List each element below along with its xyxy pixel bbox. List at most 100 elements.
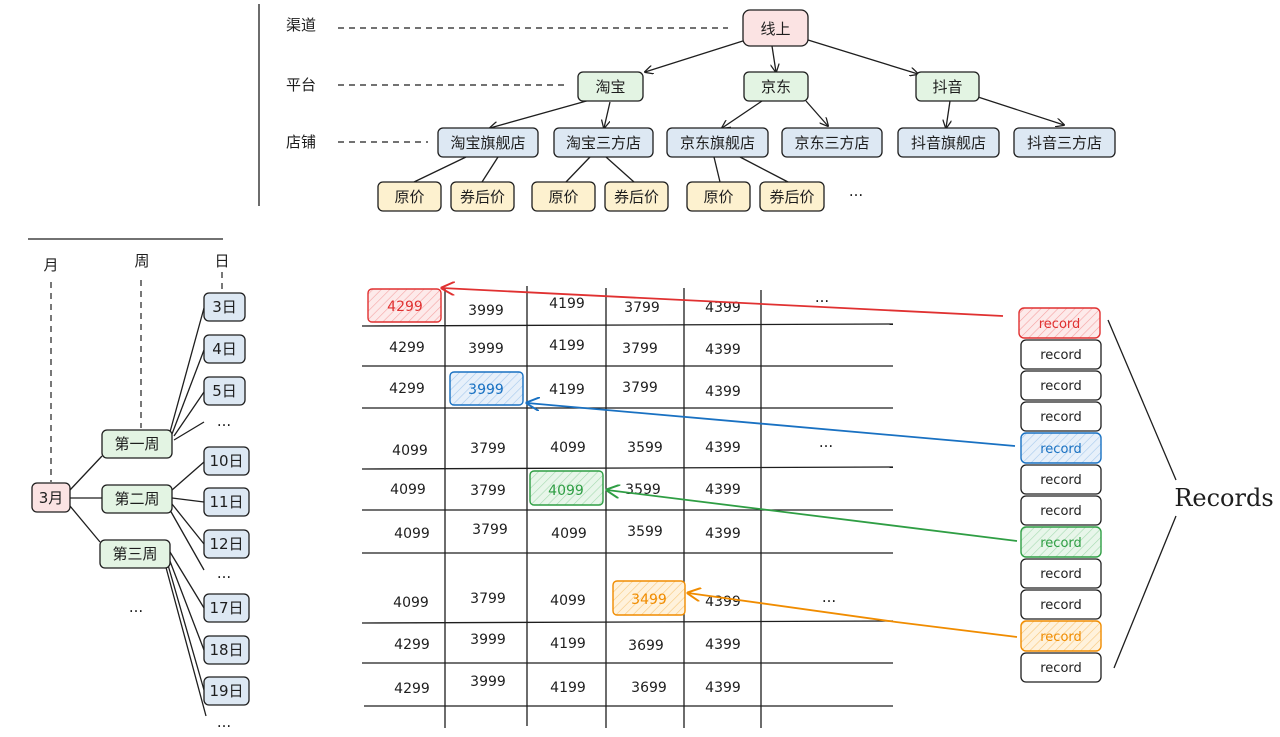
- grid-cell: 4199: [549, 338, 585, 354]
- record-label: record: [1040, 567, 1082, 582]
- record-item: record: [1020, 339, 1102, 370]
- grid-hline: [361, 466, 894, 470]
- node-store: 京东三方店: [781, 127, 883, 158]
- edge-taobao-store2: [604, 101, 611, 128]
- grid-cell: 4299: [389, 340, 425, 356]
- records-bracket: [1113, 515, 1177, 669]
- record-item: record: [1020, 464, 1102, 495]
- grid-cell: 3799: [622, 341, 658, 357]
- node-price-label: 券后价: [614, 188, 659, 206]
- node-day-label: 5日: [212, 382, 237, 400]
- node-day: 12日: [203, 529, 250, 559]
- grid-cell: 3799: [470, 441, 506, 457]
- node-month-label: 3月: [39, 489, 64, 507]
- highlight-cell-blue: [449, 371, 524, 406]
- node-day-label: 4日: [212, 340, 237, 358]
- ellipsis-week2: ...: [217, 564, 231, 582]
- grid-cell: 3799: [470, 591, 506, 607]
- grid-cell: 3799: [470, 483, 506, 499]
- node-price-label: 券后价: [769, 188, 814, 206]
- arrow-orange: [688, 593, 1018, 638]
- edge-root-taobao: [645, 39, 747, 72]
- node-price: 券后价: [759, 181, 825, 212]
- node-store-label: 淘宝旗舰店: [450, 134, 525, 152]
- record-label: record: [1040, 348, 1082, 363]
- edge-week3-day: [169, 551, 205, 609]
- edge-store1-price1: [413, 156, 467, 183]
- edge-month-week1: [69, 455, 103, 491]
- grid-cell: 4099: [390, 482, 426, 498]
- grid-cell: 3999: [468, 341, 504, 357]
- node-month: 3月: [31, 482, 71, 513]
- edge-jd-store1: [722, 100, 763, 128]
- grid-hline: [361, 620, 894, 624]
- grid-cell: 3999: [470, 674, 506, 690]
- grid-cell: 4099: [550, 593, 586, 609]
- node-price-label: 原价: [703, 188, 733, 206]
- ellipsis-more-weeks: ...: [129, 598, 143, 616]
- node-week: 第一周: [101, 429, 173, 459]
- node-store-label: 淘宝三方店: [566, 134, 641, 152]
- record-item: record: [1020, 558, 1102, 589]
- node-day-label: 3日: [212, 298, 237, 316]
- record-label: record: [1040, 630, 1082, 645]
- node-store: 京东旗舰店: [666, 127, 769, 158]
- record-mapping-arrows: [442, 288, 1018, 638]
- node-price: 原价: [377, 181, 442, 212]
- node-root-online: 线上: [742, 9, 809, 47]
- record-label: record: [1040, 661, 1082, 676]
- record-label: record: [1040, 442, 1082, 457]
- level-label-store: 店铺: [286, 133, 316, 151]
- record-label: record: [1040, 598, 1082, 613]
- record-item: record: [1020, 401, 1102, 432]
- level-label-day: 日: [214, 252, 229, 270]
- node-day-label: 10日: [209, 452, 243, 470]
- grid-cell: 4299: [389, 381, 425, 397]
- edge-week1-day: [173, 391, 205, 437]
- node-day-label: 18日: [209, 641, 243, 659]
- node-price-label: 券后价: [460, 188, 505, 206]
- grid-cell: 4399: [705, 440, 741, 456]
- record-item: record: [1020, 620, 1102, 652]
- edge-root-douyin: [807, 39, 918, 74]
- record-item: record: [1018, 307, 1101, 339]
- grid-cell: 3599: [627, 440, 663, 456]
- edge-week1-day: [171, 349, 205, 435]
- node-day: 4日: [203, 334, 246, 364]
- arrow-blue: [527, 403, 1016, 447]
- grid-cell: 4099: [551, 526, 587, 542]
- node-week-label: 第一周: [114, 435, 159, 453]
- node-day: 17日: [203, 593, 250, 623]
- grid-more-ellipsis: ...: [822, 588, 836, 606]
- time-tree: 月 周 日 3月 第一周 第二周: [28, 238, 250, 731]
- edge-jd-store2: [805, 100, 828, 126]
- record-label: record: [1040, 379, 1082, 394]
- edge-store2-price4: [605, 156, 635, 183]
- edge-month-week3: [69, 505, 101, 543]
- grid-more-ellipsis: ...: [815, 288, 829, 306]
- record-item: record: [1020, 370, 1102, 401]
- node-day: 19日: [203, 676, 250, 706]
- edge-week3-day: [167, 555, 205, 651]
- records-title: Records: [1174, 484, 1273, 512]
- node-day-label: 11日: [209, 493, 243, 511]
- record-label: record: [1040, 410, 1082, 425]
- edge-week1-day: [173, 421, 205, 441]
- node-store: 抖音旗舰店: [897, 127, 1000, 158]
- edge-douyin-store2: [977, 96, 1064, 125]
- record-label: record: [1040, 473, 1082, 488]
- node-day: 5日: [203, 376, 246, 406]
- more-ellipsis-top: ...: [849, 182, 863, 200]
- node-store-label: 抖音三方店: [1027, 134, 1102, 152]
- records-list: record record record record record recor…: [1018, 307, 1274, 683]
- node-day-label: 12日: [209, 535, 243, 553]
- arrow-red: [442, 288, 1004, 317]
- grid-hline: [361, 323, 894, 327]
- node-price: 券后价: [604, 181, 669, 212]
- grid-more-ellipsis: ...: [819, 433, 833, 451]
- grid-cell: 4399: [705, 300, 741, 316]
- ellipsis-week1: ...: [217, 412, 231, 430]
- grid-cell: 4199: [549, 296, 585, 312]
- grid-cell: 4399: [705, 637, 741, 653]
